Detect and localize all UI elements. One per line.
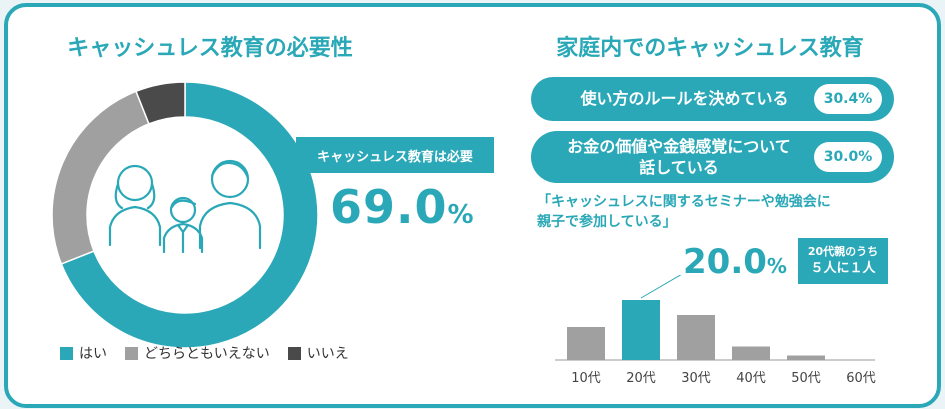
bar-10代 <box>567 327 605 360</box>
bar-tick-label: 30代 <box>681 371 711 386</box>
quote-line: 「キャッシュレスに関するセミナーや勉強会に <box>537 194 831 210</box>
pill-label-line: お金の価値や金銭感覚について <box>567 137 791 156</box>
bar-leader-line <box>640 275 682 299</box>
bar-tick-label: 40代 <box>736 371 766 386</box>
callout-label: キャッシュレス教育は必要 <box>296 137 494 173</box>
right-title: 家庭内でのキャッシュレス教育 <box>556 36 864 61</box>
callout-number: 69.0 <box>330 180 448 234</box>
legend-item-no: いいえ <box>287 343 349 363</box>
bar-tick-label: 50代 <box>791 371 821 386</box>
donut-slice-2 <box>51 90 150 265</box>
pill-label: お金の価値や金銭感覚について 話している <box>545 136 813 178</box>
left-title: キャッシュレス教育の必要性 <box>67 36 353 61</box>
legend-swatch <box>125 346 138 360</box>
bar-tick-label: 60代 <box>846 371 876 386</box>
note-line: 20代親のうち <box>807 245 879 258</box>
note-line: ５人に１人 <box>810 261 876 276</box>
seminar-quote: 「キャッシュレスに関するセミナーや勉強会に 親子で参加している」 <box>537 192 907 232</box>
legend-label: はい <box>79 346 107 362</box>
donut-chart <box>51 81 319 349</box>
pill-label-line: 話している <box>639 158 719 177</box>
bar-callout-number: 20.0 <box>683 242 767 282</box>
bar-tick-label: 20代 <box>626 371 656 386</box>
legend-label: どちらともいえない <box>144 346 270 362</box>
legend-item-yes: はい <box>60 343 107 363</box>
donut-slice-3 <box>135 81 186 125</box>
family-icon <box>108 159 262 254</box>
legend-item-neutral: どちらともいえない <box>125 343 270 363</box>
legend-swatch <box>287 346 301 360</box>
quote-line: 親子で参加している」 <box>537 214 677 230</box>
bar-tick-label: 10代 <box>571 371 601 386</box>
stat-pill-rules: 使い方のルールを決めている 30.4% <box>531 77 894 121</box>
callout-unit: % <box>447 200 475 230</box>
pill-label: 使い方のルールを決めている <box>580 89 789 108</box>
bar-callout-value: 20.0% <box>683 242 787 282</box>
donut-slice-1 <box>60 81 319 349</box>
donut-legend: はい どちらともいえない いいえ <box>60 343 349 363</box>
stat-pill-money-value: お金の価値や金銭感覚について 話している 30.0% <box>531 131 894 183</box>
age-bar-chart: 10代 20代 30代 40代 50代 60代 <box>555 275 876 386</box>
pill-value: 30.4% <box>814 84 882 114</box>
bar-50代 <box>787 355 825 360</box>
bar-40代 <box>732 346 770 360</box>
bar-20代 <box>622 300 660 360</box>
callout-value: 69.0% <box>330 180 475 234</box>
bar-30代 <box>677 315 715 360</box>
age-note-box: 20代親のうち ５人に１人 <box>798 238 888 284</box>
bar-callout-unit: % <box>766 254 787 278</box>
legend-label: いいえ <box>306 346 349 362</box>
pill-value: 30.0% <box>814 142 882 172</box>
legend-swatch <box>60 346 73 360</box>
